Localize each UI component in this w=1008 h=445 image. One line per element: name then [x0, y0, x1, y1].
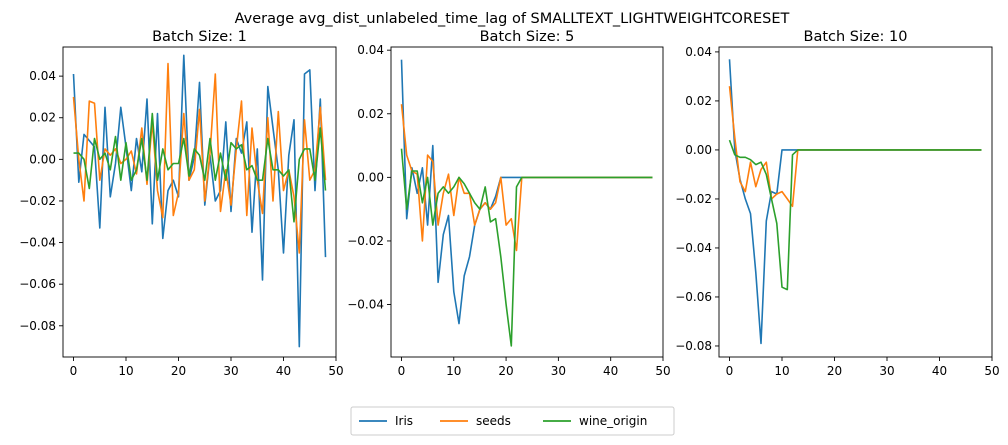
series-line-wine-origin — [73, 112, 327, 223]
series-line-iris — [72, 54, 327, 348]
series-line-wine-origin — [400, 148, 653, 347]
x-tick-label: 30 — [879, 364, 894, 378]
series-line-iris — [728, 59, 982, 345]
x-tick-label: 20 — [498, 364, 513, 378]
x-tick-label: 10 — [774, 364, 789, 378]
y-tick-label: 0.00 — [357, 170, 384, 184]
y-tick-label: −0.06 — [19, 277, 56, 291]
x-tick-label: 40 — [276, 364, 291, 378]
x-tick-label: 20 — [827, 364, 842, 378]
subplot-3: Batch Size: 10 0 10 20 30 40 50 −0.08 −0.06 −0.04… — [675, 29, 999, 378]
x-tick-label: 50 — [328, 364, 343, 378]
axes-frame — [718, 46, 993, 358]
subplot-title: Batch Size: 5 — [480, 29, 575, 45]
series-line-seeds — [72, 62, 327, 254]
axes-frame — [390, 46, 664, 358]
y-tick-label: 0.04 — [357, 43, 384, 57]
x-tick-label: 30 — [223, 364, 238, 378]
y-tick-label: −0.06 — [675, 290, 712, 304]
y-tick-label: −0.08 — [675, 339, 712, 353]
subplot-title: Batch Size: 10 — [804, 29, 908, 45]
x-tick-label: 50 — [984, 364, 999, 378]
y-tick-label: 0.00 — [29, 152, 56, 166]
legend-label: seeds — [476, 414, 511, 428]
x-tick-label: 10 — [446, 364, 461, 378]
axes-frame — [62, 46, 337, 358]
y-tick-label: −0.08 — [19, 319, 56, 333]
y-tick-label: −0.02 — [347, 234, 384, 248]
x-tick-label: 0 — [398, 364, 406, 378]
subplot-title: Batch Size: 1 — [152, 29, 247, 45]
y-tick-label: −0.04 — [347, 298, 384, 312]
x-tick-label: 10 — [118, 364, 133, 378]
legend-box — [350, 406, 675, 436]
y-tick-label: 0.00 — [685, 143, 712, 157]
legend: Iris seeds wine_origin — [350, 406, 675, 436]
y-tick-label: 0.04 — [29, 69, 56, 83]
subplot-2: Batch Size: 5 0 10 20 30 40 50 −0.04 −0.02 0.00 0.… — [347, 29, 670, 378]
y-tick-label: −0.04 — [19, 236, 56, 250]
x-tick-label: 40 — [932, 364, 947, 378]
figure-suptitle: Average avg_dist_unlabeled_time_lag of S… — [235, 11, 790, 27]
legend-label: wine_origin — [579, 414, 647, 428]
x-tick-label: 50 — [655, 364, 670, 378]
y-tick-label: 0.02 — [357, 107, 384, 121]
y-tick-label: 0.02 — [685, 94, 712, 108]
x-tick-label: 20 — [171, 364, 186, 378]
x-tick-label: 0 — [70, 364, 78, 378]
x-tick-label: 40 — [603, 364, 618, 378]
subplots: Batch Size: 10 10 20 30 40 50−0.08−0.06−0.04−… — [19, 29, 999, 378]
y-tick-label: −0.02 — [675, 192, 712, 206]
y-tick-label: 0.02 — [29, 111, 56, 125]
x-tick-label: 30 — [551, 364, 566, 378]
legend-label: Iris — [395, 414, 413, 428]
series-line-wine-origin — [728, 139, 982, 291]
subplot-1: Batch Size: 1 0 10 20 30 40 50 −0.08 −0.06 −0.04 −… — [19, 29, 343, 378]
y-tick-label: −0.02 — [19, 194, 56, 208]
x-tick-label: 0 — [726, 364, 734, 378]
y-tick-label: −0.04 — [675, 241, 712, 255]
series-line-seeds — [728, 86, 982, 208]
y-tick-label: 0.04 — [685, 45, 712, 59]
